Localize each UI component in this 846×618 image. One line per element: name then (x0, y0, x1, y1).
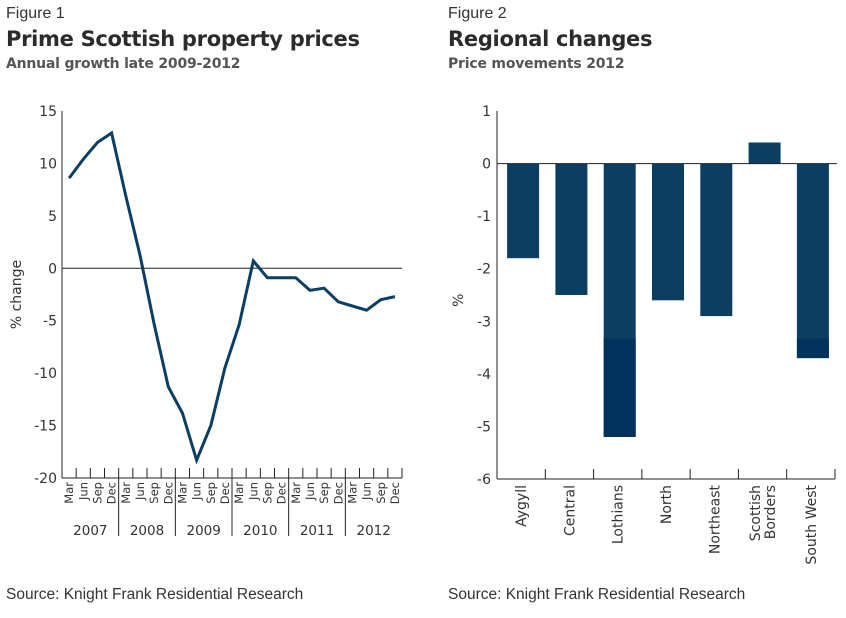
category-label: South West (804, 484, 820, 564)
category-label: Central (562, 485, 578, 536)
x-tick-label: Jun (76, 482, 90, 501)
x-tick-label: Jun (246, 482, 260, 501)
x-tick-label: Sep (317, 482, 331, 504)
figure1-title: Prime Scottish property prices (6, 27, 360, 51)
x-tick-label: Sep (90, 482, 104, 504)
x-tick-label: Jun (133, 482, 147, 501)
year-label: 2010 (243, 523, 277, 539)
bar (507, 163, 540, 259)
y-tick-label: -5 (477, 419, 491, 435)
y-tick-label: -6 (477, 472, 491, 488)
year-label: 2008 (130, 523, 164, 539)
x-tick-label: Sep (204, 482, 218, 504)
x-tick-label: Dec (218, 482, 232, 504)
x-tick-label: Jun (360, 482, 374, 501)
x-tick-label: Jun (190, 482, 204, 501)
y-tick-label: 15 (39, 104, 57, 120)
x-tick-label: Dec (388, 482, 402, 504)
year-label: 2012 (356, 523, 390, 539)
x-tick-label: Sep (374, 482, 388, 504)
figure1-subtitle: Annual growth late 2009-2012 (6, 56, 241, 72)
x-tick-label: Mar (289, 482, 303, 504)
y-tick-label: 1 (482, 104, 491, 120)
y-axis-label: % change (9, 260, 25, 329)
bar (700, 163, 733, 317)
x-tick-label: Mar (175, 482, 189, 504)
figure2-subtitle: Price movements 2012 (448, 56, 625, 72)
bar-lower-segment (796, 338, 829, 359)
y-tick-label: -3 (477, 314, 491, 330)
y-tick-label: -15 (34, 419, 57, 435)
y-tick-label: 10 (39, 156, 57, 172)
y-tick-label: -2 (477, 262, 491, 278)
figure2-title: Regional changes (448, 27, 653, 51)
y-tick-label: -20 (34, 471, 57, 487)
year-label: 2011 (300, 523, 334, 539)
x-tick-label: Mar (232, 482, 246, 504)
x-tick-label: Mar (119, 482, 133, 504)
x-tick-label: Dec (105, 482, 119, 504)
y-tick-label: -10 (34, 366, 57, 382)
bar-lower-segment (603, 338, 636, 437)
x-tick-label: Dec (161, 482, 175, 504)
bar (748, 142, 781, 164)
figure1-source: Source: Knight Frank Residential Researc… (6, 586, 304, 603)
bar-chart: 1 0 -1 -2 -3 -4 -5 -6% Aygyll Central Lothians Nort… (451, 104, 837, 565)
category-label: Borders (763, 485, 779, 539)
figure2-label: Figure 2 (448, 5, 507, 22)
x-tick-label: Mar (345, 482, 359, 504)
x-tick-label: Jun (303, 482, 317, 501)
category-label: North (659, 485, 675, 524)
y-tick-label: -5 (43, 314, 57, 330)
y-tick-label: -4 (477, 367, 491, 383)
y-tick-label: 0 (48, 261, 57, 277)
category-label: Northeast (707, 484, 723, 554)
category-label: Lothians (611, 485, 627, 544)
figure2-source: Source: Knight Frank Residential Researc… (448, 586, 746, 603)
x-tick-label: Sep (260, 482, 274, 504)
y-tick-label: 5 (48, 209, 57, 225)
year-label: 2007 (73, 523, 107, 539)
bar (555, 163, 588, 295)
figure1-label: Figure 1 (6, 5, 65, 22)
category-label: Aygyll (514, 485, 530, 527)
y-tick-label: -1 (477, 209, 491, 225)
category-label: Scottish (748, 485, 764, 541)
bar (796, 163, 829, 359)
series-line (67, 130, 396, 465)
x-tick-label: Sep (147, 482, 161, 504)
y-axis-label: % (451, 294, 467, 307)
x-tick-label: Mar (62, 482, 76, 504)
x-tick-label: Dec (275, 482, 289, 504)
y-tick-label: 0 (482, 157, 491, 173)
year-label: 2009 (186, 523, 220, 539)
bar (652, 163, 684, 301)
x-tick-label: Dec (331, 482, 345, 504)
